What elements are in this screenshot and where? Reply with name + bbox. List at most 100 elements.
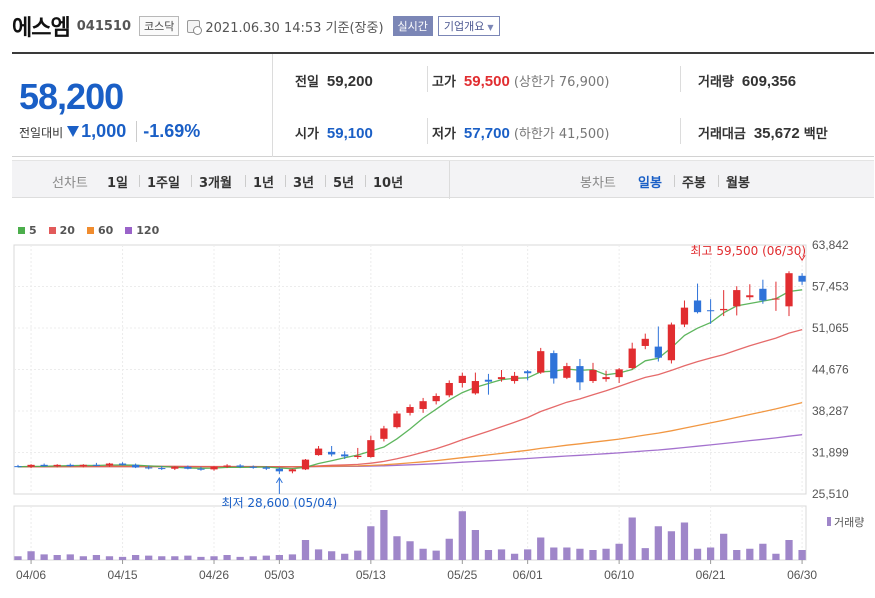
volume-bar bbox=[341, 553, 349, 560]
volume-bar bbox=[27, 551, 35, 560]
quote-panel: 58,200 전일대비 1,000 -1.69% 전일 59,200 고가 59… bbox=[12, 52, 874, 157]
candle-body bbox=[589, 369, 597, 382]
candle-body bbox=[27, 464, 35, 467]
candle-body bbox=[40, 464, 48, 467]
candle-body bbox=[510, 375, 519, 382]
candle-body bbox=[680, 307, 689, 325]
volume-bar bbox=[380, 510, 388, 560]
candle-body bbox=[471, 381, 480, 394]
volume-bar bbox=[706, 547, 715, 560]
candle-body bbox=[210, 466, 218, 470]
candle-body bbox=[145, 467, 153, 469]
candle-body bbox=[720, 308, 728, 311]
volume-bar bbox=[131, 555, 140, 560]
volume-legend-label: 거래량 bbox=[834, 516, 864, 529]
volume-bar bbox=[314, 549, 323, 560]
candle-body bbox=[563, 366, 571, 378]
period-5y[interactable]: 5년 bbox=[333, 176, 355, 191]
volume-bar bbox=[145, 555, 153, 560]
low-price: 저가 57,700 (하한가 41,500) bbox=[432, 123, 609, 142]
candle-body bbox=[445, 382, 453, 396]
open-label: 시가 bbox=[295, 127, 319, 142]
period-3m[interactable]: 3개월 bbox=[199, 176, 232, 191]
period-1d[interactable]: 1일 bbox=[107, 176, 129, 191]
y-tick-label: 31,899 bbox=[812, 446, 849, 460]
volume-bar bbox=[589, 550, 597, 560]
volume-bar bbox=[720, 533, 728, 560]
candle-body bbox=[249, 466, 257, 468]
legend-ma20: 20 bbox=[48, 224, 75, 237]
candle-body bbox=[314, 448, 323, 456]
candle-monthly[interactable]: 월봉 bbox=[726, 176, 750, 191]
amount-label: 거래대금 bbox=[698, 127, 746, 142]
volume-bar bbox=[393, 536, 401, 560]
y-tick-label: 38,287 bbox=[812, 404, 849, 418]
candle-body bbox=[693, 300, 702, 313]
volume-bar bbox=[654, 526, 662, 560]
volume-bar bbox=[236, 556, 244, 560]
ma20-line bbox=[17, 328, 803, 468]
candle-body bbox=[458, 375, 466, 383]
down-arrow-icon bbox=[67, 126, 80, 137]
volume-bar bbox=[328, 551, 336, 560]
max-arrow-head bbox=[798, 254, 806, 262]
candle-body bbox=[79, 464, 87, 467]
candle-weekly[interactable]: 주봉 bbox=[682, 176, 706, 191]
x-tick-label: 05/13 bbox=[356, 568, 386, 582]
candle-body bbox=[419, 401, 427, 409]
volume-bar bbox=[615, 543, 623, 560]
candle-body bbox=[66, 464, 74, 467]
amount-unit: 백만 bbox=[803, 127, 828, 142]
candle-body bbox=[667, 324, 676, 361]
candle-body bbox=[236, 465, 244, 467]
period-toolbar: 선차트 1일 1주일 3개월 1년 3년 5년 10년 봉차트 일봉 주봉 월봉 bbox=[12, 160, 874, 199]
stock-header: 에스엠 041510 코스닥 2021.06.30 14:53 기준(장중) 실… bbox=[12, 10, 500, 42]
ma120-line bbox=[18, 434, 803, 468]
period-3y[interactable]: 3년 bbox=[293, 176, 315, 191]
volume-bar bbox=[184, 555, 192, 560]
high-price: 고가 59,500 (상한가 76,900) bbox=[432, 71, 609, 90]
volume-bar bbox=[432, 550, 440, 560]
volume-bar bbox=[484, 550, 493, 560]
volume-bar bbox=[210, 556, 218, 560]
volume-bar bbox=[223, 555, 231, 560]
period-10y[interactable]: 10년 bbox=[373, 176, 404, 191]
current-price-box: 58,200 전일대비 1,000 -1.69% bbox=[12, 54, 273, 157]
volume-bar bbox=[497, 549, 506, 560]
candle-body bbox=[341, 454, 349, 457]
realtime-button[interactable]: 실시간 bbox=[392, 16, 433, 36]
y-tick-label: 25,510 bbox=[812, 487, 849, 501]
candle-body bbox=[354, 455, 362, 458]
quote-datetime: 2021.06.30 14:53 기준(장중) bbox=[205, 20, 384, 36]
volume-bar bbox=[628, 517, 636, 560]
candle-body bbox=[733, 290, 741, 307]
candle-body bbox=[484, 379, 493, 382]
candle-body bbox=[158, 468, 166, 470]
volume-bar bbox=[576, 548, 584, 560]
candle-body bbox=[524, 371, 532, 374]
volume-bar bbox=[667, 531, 676, 560]
volume-label: 거래량 bbox=[698, 75, 734, 90]
volume-bar bbox=[92, 555, 101, 560]
y-tick-label: 63,842 bbox=[812, 238, 849, 252]
prev-close: 전일 59,200 bbox=[295, 71, 373, 90]
volume: 거래량 609,356 bbox=[698, 71, 796, 90]
candle-daily[interactable]: 일봉 bbox=[638, 176, 662, 191]
company-overview-dropdown[interactable]: 기업개요 ▼ bbox=[437, 16, 500, 36]
volume-legend-swatch bbox=[827, 517, 831, 526]
candle-body bbox=[602, 377, 610, 380]
change-label: 전일대비 bbox=[19, 126, 64, 140]
volume-bar bbox=[471, 530, 480, 560]
candle-body bbox=[537, 351, 545, 373]
volume-bar bbox=[197, 556, 205, 560]
x-tick-label: 04/15 bbox=[108, 568, 138, 582]
candle-body bbox=[197, 468, 205, 470]
period-1y[interactable]: 1년 bbox=[253, 176, 275, 191]
candle-chart-label: 봉차트 bbox=[580, 176, 616, 191]
candle-body bbox=[497, 377, 506, 380]
x-tick-label: 05/25 bbox=[447, 568, 477, 582]
candle-body bbox=[628, 348, 636, 369]
trade-amount: 거래대금 35,672 백만 bbox=[698, 123, 828, 142]
period-1w[interactable]: 1주일 bbox=[147, 176, 180, 191]
candle-body bbox=[288, 469, 297, 472]
